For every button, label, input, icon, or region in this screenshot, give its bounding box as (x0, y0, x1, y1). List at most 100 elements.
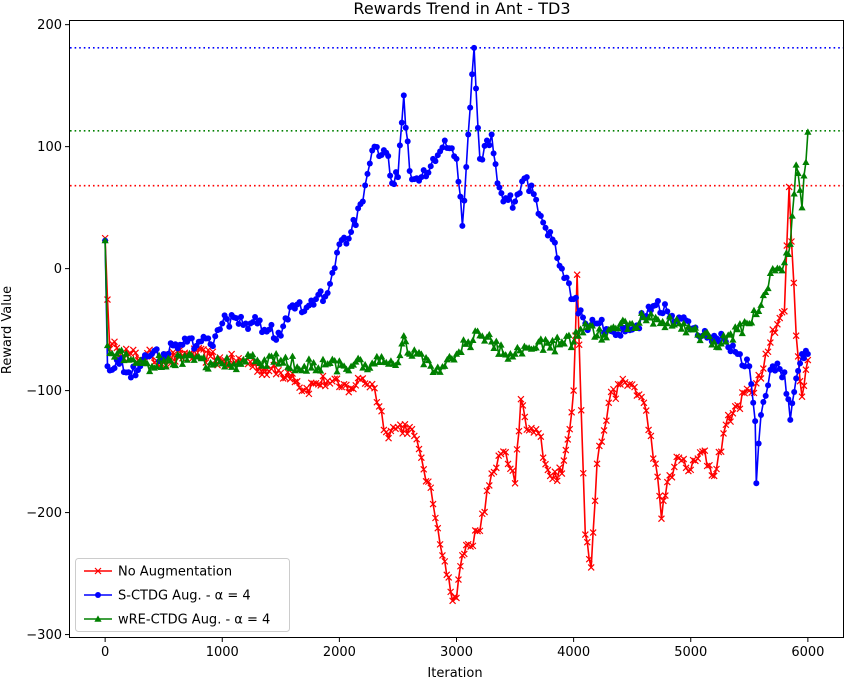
data-point (640, 399, 648, 407)
data-point (779, 374, 786, 381)
data-point (752, 418, 759, 425)
data-point (696, 336, 704, 344)
data-point (652, 460, 660, 468)
x-tick-label: 1000 (206, 645, 239, 660)
x-tick-label: 6000 (791, 645, 824, 660)
data-point (661, 323, 669, 331)
data-point (457, 193, 464, 200)
data-point (273, 336, 280, 343)
data-point (441, 362, 449, 369)
data-point (577, 406, 585, 414)
data-point (682, 329, 690, 336)
legend-entry: No Augmentation (84, 565, 232, 580)
legend-entry: wRE-CTDG Aug. - α = 4 (84, 613, 270, 628)
data-point (570, 338, 578, 345)
data-point (439, 551, 446, 559)
data-point (563, 274, 570, 281)
data-point (490, 468, 498, 476)
data-point (539, 454, 547, 462)
data-point (637, 309, 646, 316)
data-point (279, 359, 287, 366)
data-point (685, 318, 692, 325)
data-point (616, 319, 625, 327)
data-point (260, 356, 269, 363)
data-point (441, 557, 449, 565)
data-point (216, 326, 223, 333)
data-point (752, 310, 760, 318)
data-point (635, 319, 643, 326)
plot-frame (69, 20, 844, 638)
data-point (523, 174, 530, 181)
data-point (587, 564, 595, 571)
data-point (595, 442, 603, 450)
data-point (544, 339, 552, 346)
data-point (298, 387, 306, 395)
data-point (649, 320, 657, 327)
data-point (537, 335, 545, 342)
x-axis-label: Iteration (427, 666, 482, 678)
data-point (448, 145, 455, 152)
data-point (542, 460, 549, 468)
data-point (364, 170, 371, 177)
data-point (519, 401, 527, 409)
data-point (554, 255, 561, 262)
data-point (780, 258, 789, 266)
data-point (455, 576, 462, 583)
data-point (362, 182, 369, 189)
data-point (772, 367, 779, 374)
data-point (359, 364, 367, 371)
data-point (420, 360, 428, 368)
data-point (800, 172, 808, 179)
data-point (401, 420, 409, 428)
data-point (427, 484, 435, 492)
data-point (560, 457, 568, 465)
x-tick-label: 3000 (440, 645, 473, 660)
data-point (263, 362, 271, 369)
data-point (462, 541, 470, 549)
series-1 (101, 183, 812, 605)
data-point (741, 363, 748, 370)
data-point (558, 470, 566, 477)
data-point (802, 366, 810, 374)
data-point (125, 369, 132, 376)
data-point (371, 384, 378, 392)
data-point (504, 460, 512, 468)
data-point (298, 366, 306, 374)
data-point (661, 301, 668, 308)
data-point (359, 198, 366, 205)
data-point (111, 338, 118, 346)
data-point (766, 339, 774, 347)
data-point (183, 356, 191, 363)
data-point (518, 350, 526, 357)
data-point (335, 383, 343, 391)
data-point (547, 229, 554, 236)
data-point (759, 365, 767, 373)
data-point (233, 315, 240, 322)
data-point (132, 349, 140, 357)
data-point (377, 352, 386, 360)
legend: No Augmentation S-CTDG Aug. - α = 4 wRE-CT… (75, 558, 290, 632)
data-point (783, 390, 790, 397)
data-point (385, 434, 392, 442)
data-point (736, 351, 743, 358)
data-point (504, 355, 512, 362)
data-point (621, 317, 629, 324)
data-point (647, 432, 655, 440)
data-point (804, 351, 811, 358)
data-point (556, 464, 563, 472)
data-point (103, 341, 112, 349)
data-point (804, 128, 812, 135)
data-point (310, 358, 318, 366)
data-point (786, 240, 794, 247)
data-point (738, 329, 746, 337)
data-point (757, 301, 765, 308)
data-point (722, 421, 730, 429)
data-point (352, 358, 360, 365)
data-point (410, 432, 418, 440)
data-point (511, 350, 519, 357)
data-point (490, 150, 497, 157)
data-point (190, 356, 198, 363)
data-point (305, 302, 312, 309)
data-point (408, 352, 416, 359)
data-point (212, 333, 219, 340)
